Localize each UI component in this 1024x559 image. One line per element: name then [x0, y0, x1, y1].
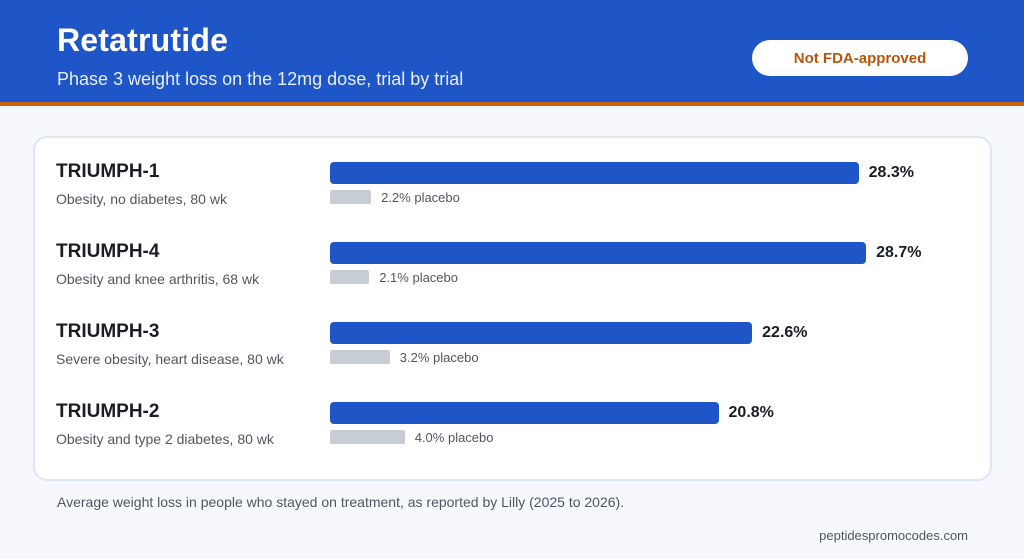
- trial-name: TRIUMPH-1: [56, 161, 160, 182]
- trial-name: TRIUMPH-3: [56, 321, 160, 342]
- page-title: Retatrutide: [57, 22, 229, 58]
- trial-description: Obesity, no diabetes, 80 wk: [56, 191, 227, 207]
- placebo-value-label: 2.2% placebo: [381, 190, 460, 205]
- treatment-value-label: 28.7%: [876, 244, 922, 261]
- footnote: Average weight loss in people who stayed…: [57, 494, 625, 510]
- trial-description: Obesity and type 2 diabetes, 80 wk: [56, 431, 274, 447]
- placebo-value-label: 3.2% placebo: [399, 350, 479, 365]
- header: Retatrutide Phase 3 weight loss on the 1…: [0, 0, 1024, 106]
- chart-card: [33, 136, 992, 481]
- page-subtitle: Phase 3 weight loss on the 12mg dose, tr…: [57, 69, 464, 89]
- placebo-value-label: 4.0% placebo: [414, 430, 494, 445]
- treatment-value-label: 22.6%: [762, 324, 808, 341]
- treatment-value-label: 20.8%: [728, 404, 774, 421]
- site-name: peptidespromocodes.com: [819, 528, 968, 543]
- treatment-bar: [330, 322, 753, 344]
- trial-name: TRIUMPH-2: [56, 401, 160, 422]
- trial-description: Severe obesity, heart disease, 80 wk: [56, 351, 284, 367]
- treatment-bar: [330, 242, 867, 264]
- treatment-bar: [330, 402, 719, 424]
- treatment-value-label: 28.3%: [868, 164, 915, 181]
- placebo-value-label: 2.1% placebo: [379, 270, 458, 285]
- placebo-bar: [330, 190, 372, 204]
- trial-name: TRIUMPH-4: [56, 241, 160, 262]
- placebo-bar: [330, 350, 390, 364]
- placebo-bar: [330, 430, 405, 444]
- placebo-bar: [330, 270, 370, 284]
- trial-description: Obesity and knee arthritis, 68 wk: [56, 271, 260, 287]
- status-badge: Not FDA-approved: [752, 40, 968, 76]
- treatment-bar: [330, 162, 859, 184]
